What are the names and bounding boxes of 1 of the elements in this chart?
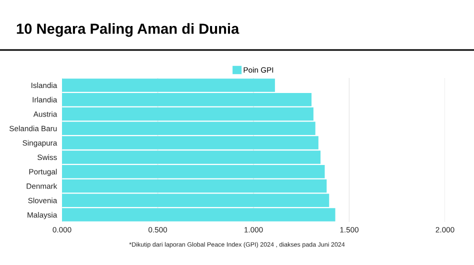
chart-title: 10 Negara Paling Aman di Dunia xyxy=(16,23,240,37)
